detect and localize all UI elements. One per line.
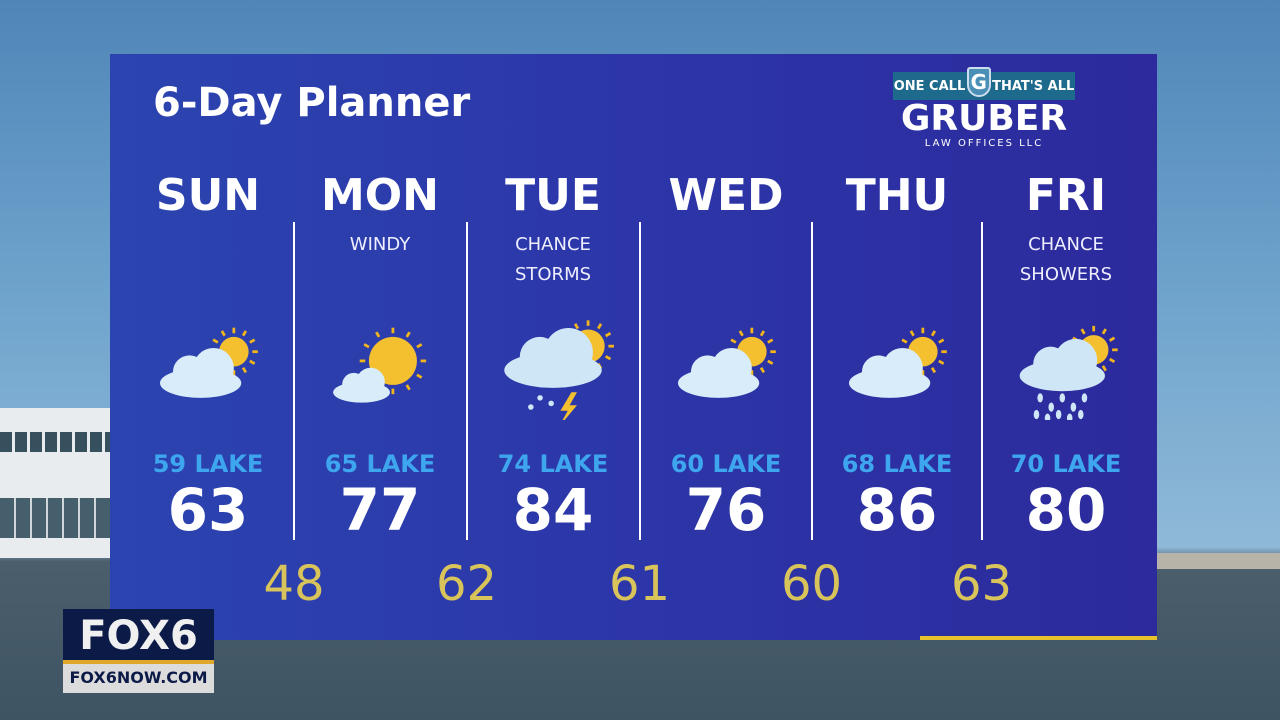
shield-icon: G — [966, 67, 991, 97]
lake-temp: 65 LAKE — [324, 450, 436, 478]
day-column: TUE CHANCE STORMS 74 LAKE 84 — [467, 170, 639, 542]
overnight-low: 60 — [780, 556, 843, 612]
lake-temp: 60 LAKE — [670, 450, 782, 478]
sponsor-name: GRUBER — [900, 98, 1068, 139]
accent-bar — [920, 636, 1157, 640]
partly-cloudy-icon — [640, 327, 812, 450]
high-temp: 80 — [1025, 476, 1107, 544]
day-name: WED — [668, 170, 784, 221]
station-logo: FOX6 FOX6NOW.COM — [63, 609, 214, 693]
background-building — [0, 408, 112, 558]
high-temp: 77 — [339, 476, 421, 544]
condition-text: CHANCE SHOWERS — [980, 230, 1152, 340]
condition-line: STORMS — [514, 264, 592, 285]
background-breakwater — [1157, 553, 1280, 569]
station-logo-text: FOX6 — [63, 609, 214, 664]
day-name: MON — [320, 170, 439, 221]
sponsor-subtitle: LAW OFFICES LLC — [924, 138, 1044, 149]
condition-line: SHOWERS — [1019, 264, 1113, 285]
page-title: 6-Day Planner — [153, 80, 471, 126]
column-divider — [293, 222, 295, 540]
station-url: FOX6NOW.COM — [63, 664, 214, 693]
partly-cloudy-icon — [122, 327, 294, 450]
column-divider — [980, 222, 983, 540]
day-name: THU — [845, 170, 949, 221]
day-column: FRI CHANCE SHOWERS 70 LAKE 80 — [980, 170, 1152, 542]
day-column: THU 68 LAKE 86 — [811, 170, 983, 542]
condition-text: WINDY — [294, 230, 466, 340]
rain-showers-icon — [980, 325, 1152, 450]
day-name: FRI — [1025, 170, 1107, 221]
column-divider — [638, 222, 641, 540]
condition-text: CHANCE STORMS — [467, 230, 639, 340]
sponsor-logo: ONE CALL G THAT'S ALL GRUBER LAW OFFICES L… — [893, 67, 1075, 149]
day-name: SUN — [155, 170, 261, 221]
high-temp: 86 — [856, 476, 938, 544]
high-temp: 84 — [512, 476, 594, 544]
partly-cloudy-icon — [811, 327, 983, 450]
forecast-panel — [110, 54, 1157, 640]
overnight-low: 61 — [608, 556, 671, 612]
lake-temp: 74 LAKE — [497, 450, 609, 478]
column-divider — [810, 222, 813, 540]
overnight-low: 62 — [435, 556, 498, 612]
column-divider — [465, 222, 468, 540]
sponsor-tagline-left: ONE CALL — [893, 78, 966, 94]
high-temp: 76 — [685, 476, 767, 544]
high-temp: 63 — [167, 476, 249, 544]
sponsor-tagline-right: THAT'S ALL — [992, 78, 1075, 94]
day-name: TUE — [505, 170, 601, 221]
day-column: WED 60 LAKE 76 — [640, 170, 812, 542]
condition-line: CHANCE — [1028, 234, 1104, 255]
overnight-low: 63 — [950, 556, 1013, 612]
lake-temp: 68 LAKE — [841, 450, 953, 478]
day-column: MON WINDY 65 LAKE 77 — [294, 170, 466, 542]
mostly-sunny-icon — [294, 327, 466, 450]
lake-temp: 59 LAKE — [152, 450, 264, 478]
day-column: SUN 59 LAKE 63 — [122, 170, 294, 542]
lake-temp: 70 LAKE — [1010, 450, 1122, 478]
thunderstorm-icon — [467, 320, 639, 450]
condition-line: WINDY — [349, 234, 411, 255]
overnight-low: 48 — [263, 556, 325, 612]
condition-line: CHANCE — [515, 234, 591, 255]
